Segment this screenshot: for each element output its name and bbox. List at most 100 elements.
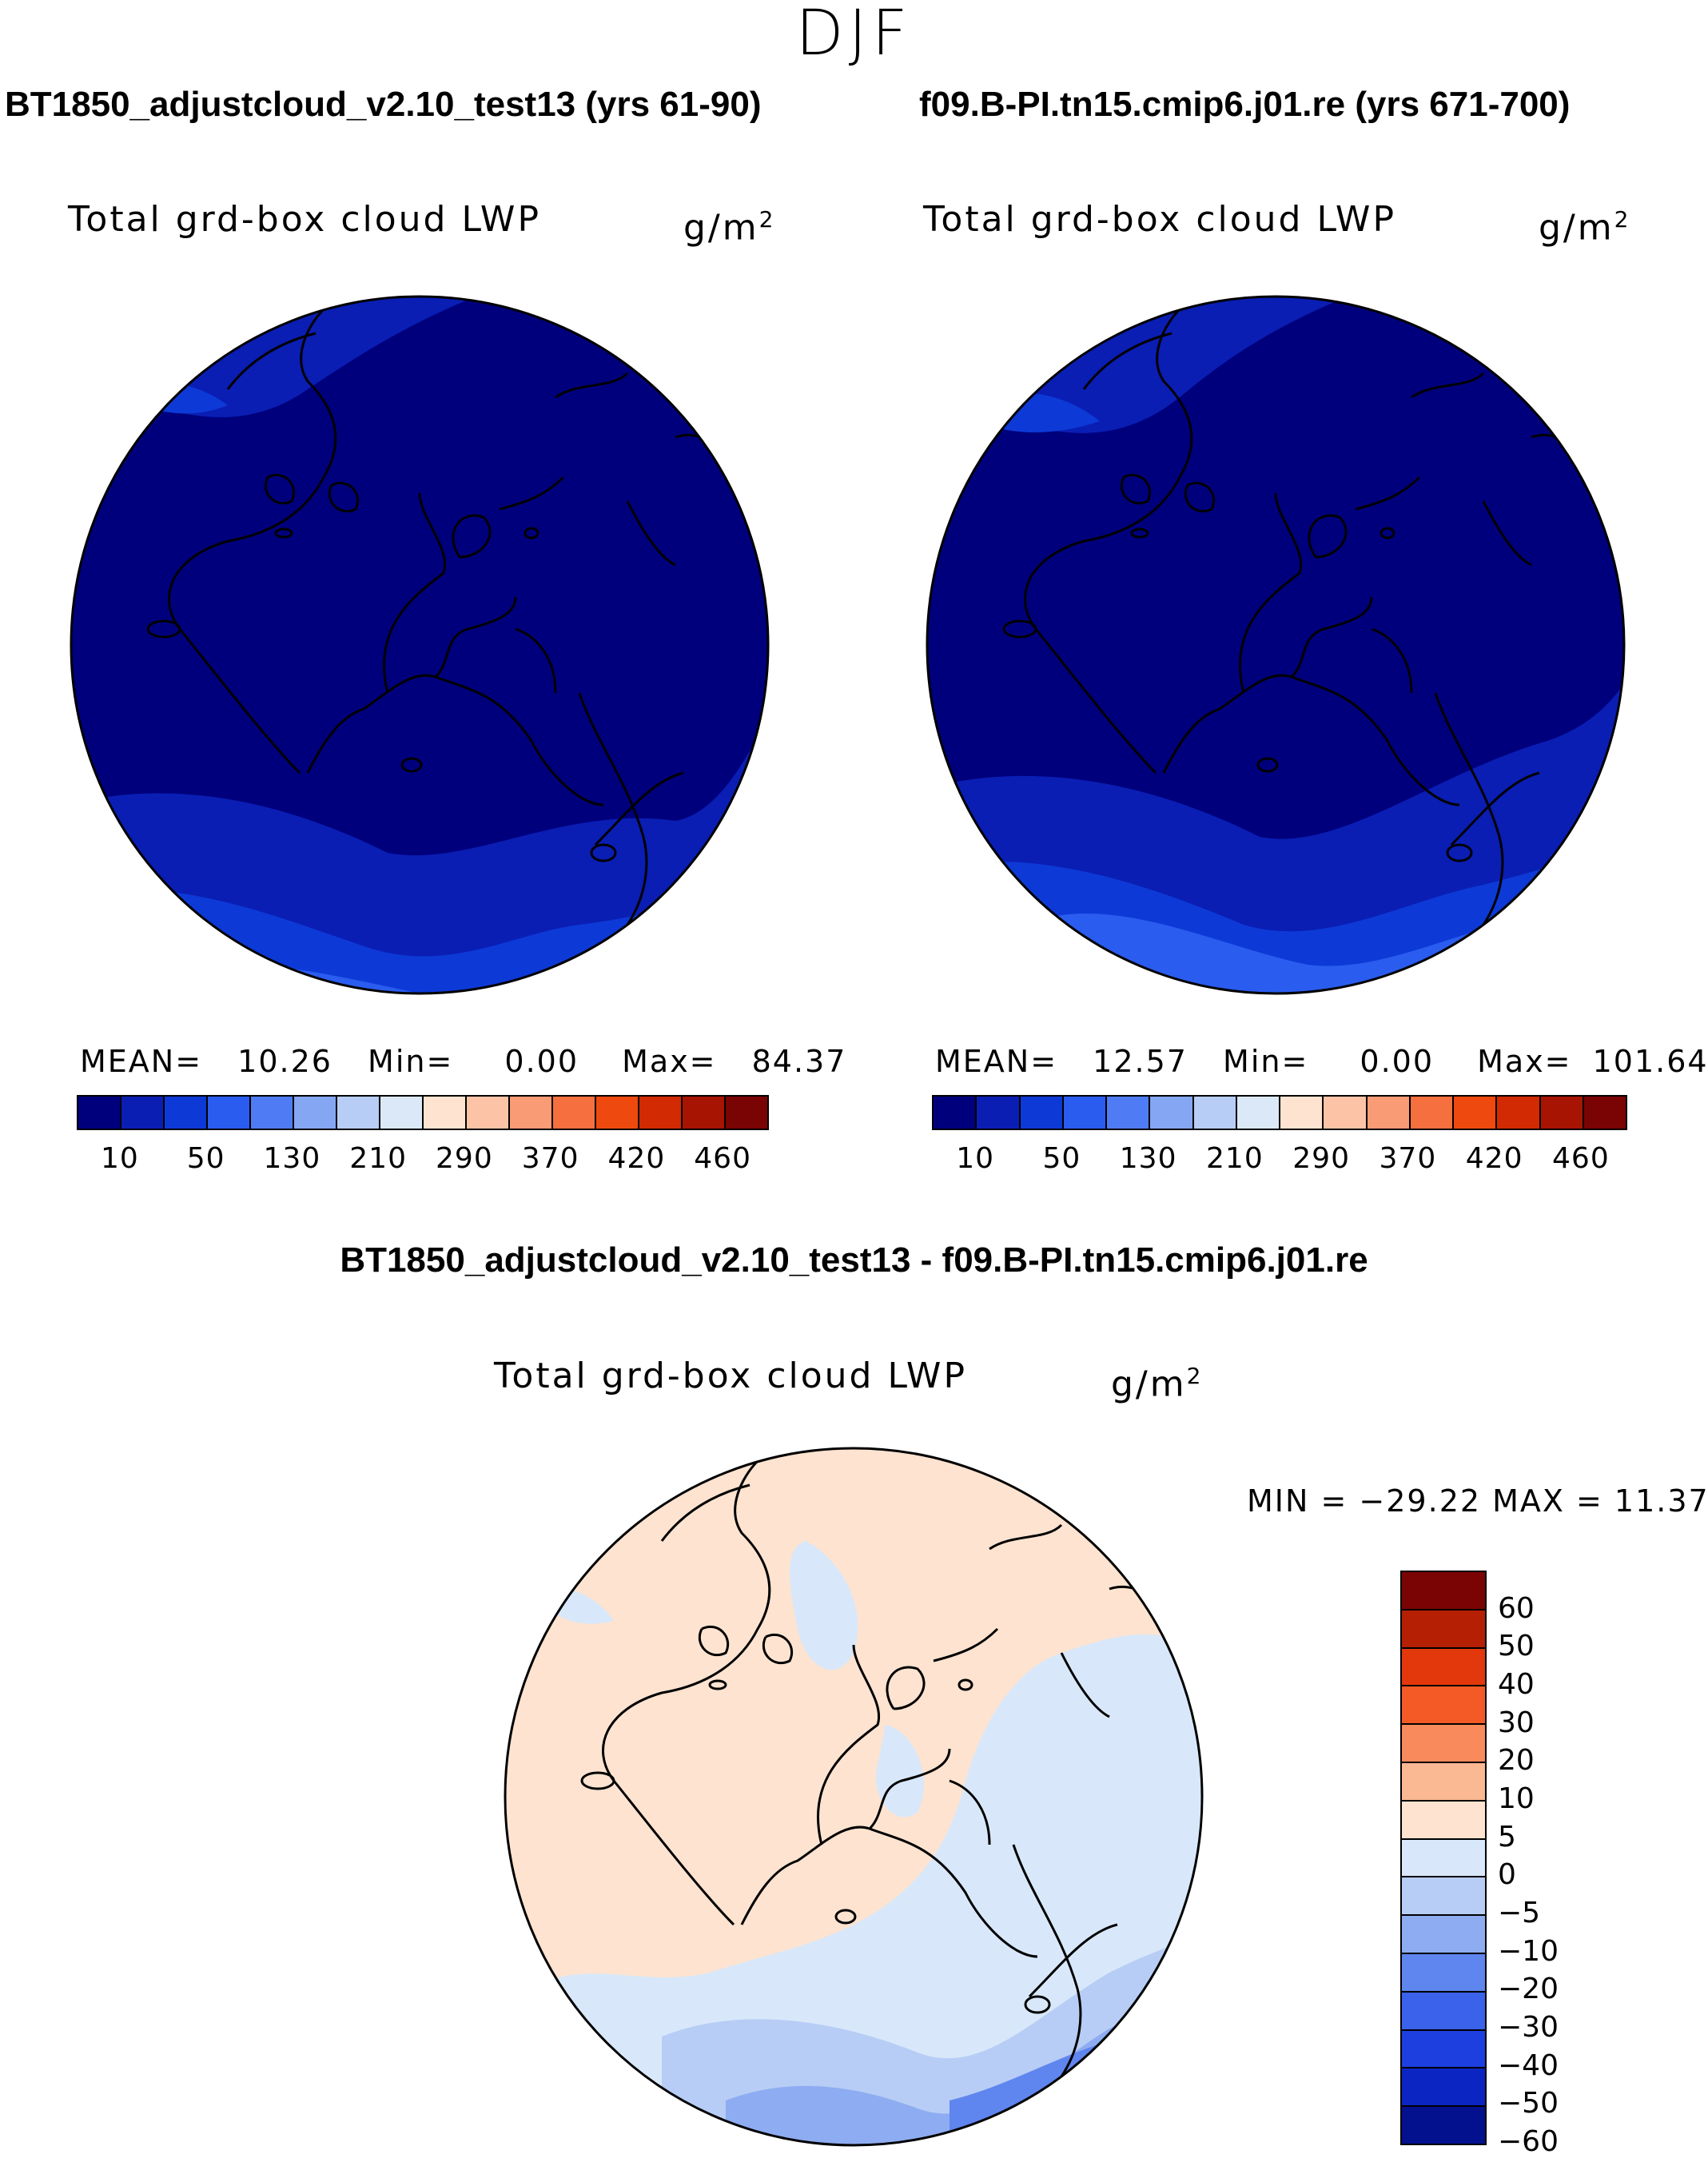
panel1-colorbar-swatch bbox=[726, 1097, 767, 1129]
panel1-map-coastline bbox=[499, 476, 565, 511]
panel1-colorbar-tick-label: 420 bbox=[607, 1142, 666, 1175]
diff-colorbar-swatch bbox=[1402, 1801, 1485, 1840]
diff-map-contour-fill bbox=[790, 1541, 858, 1670]
panel1-colorbar-tick-label: 50 bbox=[186, 1142, 225, 1175]
diff-map-coastline bbox=[1028, 1923, 1118, 1998]
diff-map-coastline bbox=[740, 1826, 1038, 1958]
panel2-colorbar-swatch bbox=[1063, 1097, 1107, 1129]
panel2-colorbar-swatch bbox=[1367, 1097, 1411, 1129]
diff-map-boundary bbox=[504, 1447, 1204, 2147]
panel2-map-coastline bbox=[1239, 492, 1303, 694]
panel2-map-island bbox=[1130, 528, 1149, 539]
panel1-map-island bbox=[590, 843, 617, 862]
panel2-colorbar-tick-label: 290 bbox=[1292, 1142, 1350, 1175]
panel1-colorbar-swatch bbox=[424, 1097, 467, 1129]
panel2-min-value: 0.00 bbox=[1360, 1044, 1435, 1079]
panel2-colorbar-tick-label: 210 bbox=[1206, 1142, 1264, 1175]
panel2-mean-label: MEAN= bbox=[935, 1044, 1058, 1079]
diff-colorbar-tick-label: 30 bbox=[1498, 1706, 1535, 1739]
diff-colorbar-ticks: 60 50 40 30 20 10 5 0 −5 −10 −20 −30 −40 −50 −60 bbox=[1498, 1571, 1658, 2157]
diff-colorbar-swatch bbox=[1402, 1839, 1485, 1878]
diff-colorbar-tick-label: −40 bbox=[1498, 2049, 1559, 2082]
diff-units: g/m2 bbox=[1111, 1363, 1204, 1405]
panel1-map-coastline bbox=[515, 627, 557, 694]
panel1-title: BT1850_adjustcloud_v2.10_test13 (yrs 61-… bbox=[5, 85, 762, 124]
panel1-map-coastline bbox=[328, 481, 360, 513]
diff-colorbar-swatch bbox=[1402, 1648, 1485, 1687]
panel1-colorbar-swatch bbox=[380, 1097, 424, 1129]
diff-map-contour-fill bbox=[505, 1448, 1202, 1989]
diff-map-island bbox=[1024, 1995, 1051, 2014]
diff-colorbar-tick-label: −5 bbox=[1498, 1897, 1541, 1929]
panel1-colorbar-swatch bbox=[78, 1097, 121, 1129]
panel1-map-coastline bbox=[264, 473, 296, 505]
diff-map-coastline bbox=[817, 1644, 881, 1845]
panel2-colorbar-tick-label: 420 bbox=[1465, 1142, 1523, 1175]
panel2-colorbar-swatch bbox=[1540, 1097, 1584, 1129]
diff-colorbar-swatch bbox=[1402, 1992, 1485, 2031]
panel2-colorbar-swatch bbox=[1150, 1097, 1194, 1129]
diff-map-coastline bbox=[989, 1523, 1063, 1551]
diff-colorbar-tick-label: 60 bbox=[1498, 1591, 1535, 1625]
diff-colorbar-swatch bbox=[1402, 1877, 1485, 1917]
panel2-colorbar-swatch bbox=[934, 1097, 977, 1129]
diff-map-coastlines bbox=[580, 1459, 1183, 2077]
panel1-map-coastline bbox=[555, 372, 629, 399]
diff-colorbar-tick-label: −60 bbox=[1498, 2125, 1559, 2158]
panel2-map-coastline bbox=[1371, 627, 1413, 694]
panel1-min-value: 0.00 bbox=[504, 1044, 579, 1079]
diff-colorbar-swatch bbox=[1402, 2030, 1485, 2069]
panel2-variable-label: Total grd-box cloud LWP bbox=[923, 199, 1396, 240]
panel2-colorbar-tick-label: 10 bbox=[956, 1142, 995, 1175]
diff-colorbar-swatch bbox=[1402, 1953, 1485, 1993]
panel2-map-coastline bbox=[1162, 674, 1460, 806]
diff-colorbar bbox=[1400, 1571, 1487, 2145]
panel1-colorbar-tick-label: 10 bbox=[100, 1142, 139, 1175]
panel2-map-coastline bbox=[1482, 500, 1532, 567]
panel2-colorbar-swatch bbox=[1497, 1097, 1541, 1129]
diff-colorbar-swatch bbox=[1402, 1916, 1485, 1954]
diff-colorbar-swatch bbox=[1402, 2068, 1485, 2108]
panel1-map-coastline bbox=[626, 500, 676, 567]
diff-map-coastline bbox=[1060, 1652, 1110, 1718]
panel1-map-island bbox=[146, 619, 181, 639]
panel1-map-coastline bbox=[452, 514, 492, 559]
panel2-colorbar bbox=[932, 1095, 1627, 1130]
panel1-map-island bbox=[524, 527, 539, 540]
panel2-map-island bbox=[1002, 619, 1037, 639]
diff-map-coastline bbox=[602, 1459, 771, 1926]
diff-map-island bbox=[958, 1678, 973, 1691]
panel1-map-coastline bbox=[383, 492, 447, 694]
panel1-colorbar-swatch bbox=[251, 1097, 294, 1129]
diff-colorbar-tick-label: 40 bbox=[1498, 1668, 1535, 1701]
panel1-map-boundary bbox=[70, 295, 770, 995]
panel1-map-island bbox=[400, 757, 423, 773]
panel1-map bbox=[70, 295, 770, 995]
panel2-map-island bbox=[1446, 843, 1473, 862]
panel2-colorbar-swatch bbox=[1410, 1097, 1454, 1129]
panel2-colorbar-tick-label: 460 bbox=[1552, 1142, 1610, 1175]
diff-colorbar-tick-label: 20 bbox=[1498, 1744, 1535, 1778]
panel2-title: f09.B-PI.tn15.cmip6.j01.re (yrs 671-700) bbox=[919, 85, 1571, 124]
diff-colorbar-tick-label: 5 bbox=[1498, 1820, 1516, 1853]
diff-title: BT1850_adjustcloud_v2.10_test13 - f09.B-… bbox=[340, 1240, 1368, 1280]
panel1-map-coastline bbox=[434, 596, 517, 679]
diff-map-coastline bbox=[660, 1483, 750, 1542]
diff-variable-label: Total grd-box cloud LWP bbox=[494, 1356, 967, 1396]
panel2-map-coastline bbox=[1024, 308, 1193, 774]
panel2-colorbar-swatch bbox=[1107, 1097, 1151, 1129]
diff-minmax: MIN = −29.22 MAX = 11.37 bbox=[1247, 1483, 1708, 1519]
panel1-colorbar-tick-label: 370 bbox=[521, 1142, 579, 1175]
panel2-map-coastlines bbox=[1002, 308, 1605, 926]
panel1-colorbar-swatch bbox=[337, 1097, 380, 1129]
diff-map-coastline bbox=[1012, 1844, 1082, 2077]
diff-map-coastline bbox=[868, 1748, 951, 1830]
panel1-map-island bbox=[274, 528, 293, 539]
panel2-stats: MEAN= 12.57 Min= 0.00 Max= 101.64 bbox=[935, 1044, 1707, 1079]
panel2-map-coastline bbox=[1450, 771, 1540, 846]
diff-map-coastline bbox=[762, 1633, 794, 1665]
panel2-colorbar-tick-label: 50 bbox=[1042, 1142, 1081, 1175]
diff-map-coastline bbox=[933, 1627, 999, 1662]
diff-colorbar-swatch bbox=[1402, 2107, 1485, 2144]
panel2-colorbar-tick-label: 370 bbox=[1379, 1142, 1437, 1175]
